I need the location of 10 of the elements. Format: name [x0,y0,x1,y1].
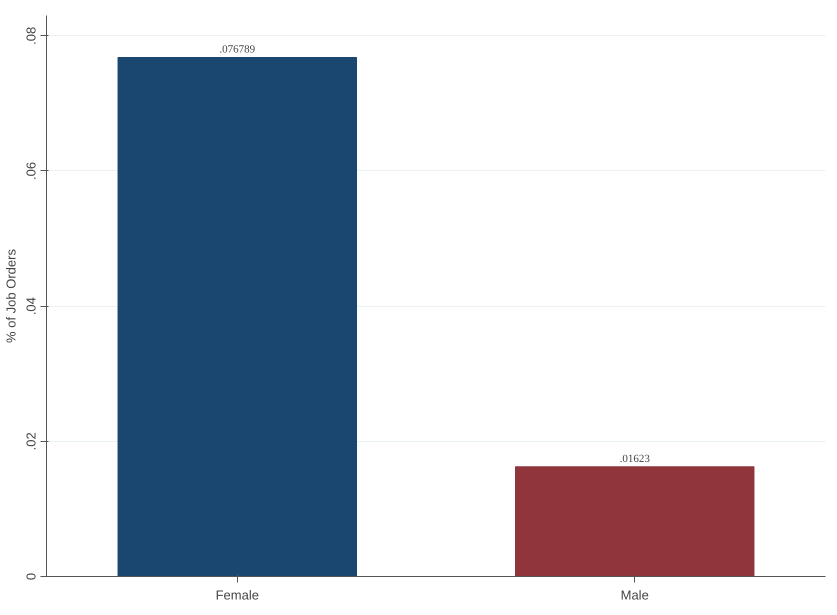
y-tick-label: .08 [24,26,38,45]
y-axis-title: % of Job Orders [4,248,18,343]
data-label: .076789 [219,43,256,56]
data-label: .01623 [620,452,650,465]
x-tick-label: Female [216,588,259,602]
y-tick-label: .02 [24,432,38,450]
y-tick-label: 0 [24,572,38,580]
y-tick-label: .04 [24,297,38,316]
x-tick-label: Male [620,588,649,602]
y-tick-label: .06 [24,162,38,180]
